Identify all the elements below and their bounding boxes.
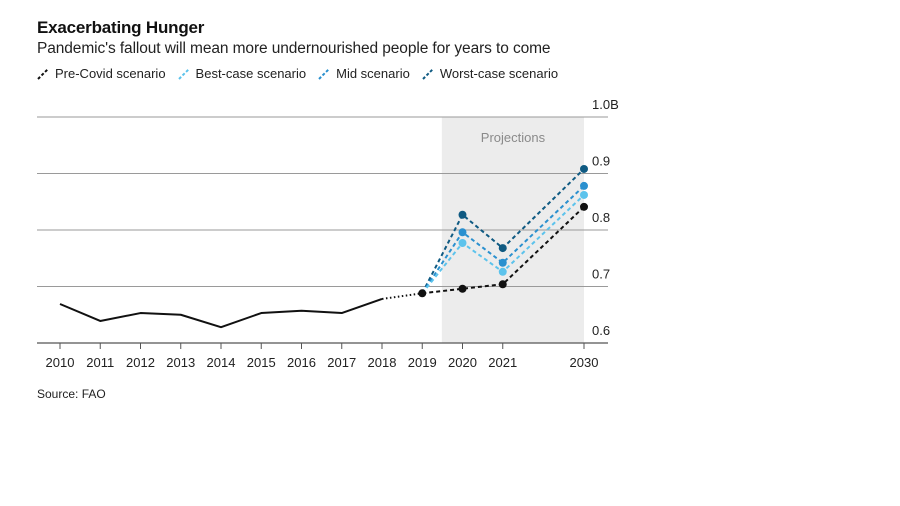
legend-swatch-worst-case-icon <box>422 67 434 80</box>
legend: Pre-Covid scenario Best-case scenario Mi… <box>37 66 558 81</box>
legend-label: Mid scenario <box>336 66 410 81</box>
x-tick-label: 2030 <box>570 355 599 370</box>
data-point-pre-covid <box>458 284 467 293</box>
legend-swatch-best-case-icon <box>177 67 190 80</box>
series-line-worst-case <box>421 168 585 294</box>
x-tick-label: 2021 <box>488 355 517 370</box>
projection-label: Projections <box>481 130 546 145</box>
legend-item-worst-case: Worst-case scenario <box>422 66 558 81</box>
legend-label: Best-case scenario <box>195 66 307 81</box>
x-tick-label: 2016 <box>287 355 316 370</box>
x-tick-label: 2014 <box>207 355 236 370</box>
chart-title: Exacerbating Hunger <box>37 18 205 37</box>
data-point-pre-covid <box>418 289 427 298</box>
x-tick-label: 2010 <box>46 355 75 370</box>
data-point-mid <box>580 181 588 190</box>
series-line-mid <box>421 185 585 294</box>
data-point-best-case <box>458 238 467 247</box>
data-point-best-case <box>580 190 588 199</box>
legend-label: Pre-Covid scenario <box>55 66 166 81</box>
legend-swatch-mid-icon <box>318 67 330 80</box>
series-line-best-case <box>421 194 585 294</box>
x-tick-label: 2019 <box>408 355 437 370</box>
y-tick-label: 0.8 <box>592 210 610 225</box>
x-tick-label: 2015 <box>247 355 276 370</box>
x-tick-label: 2013 <box>166 355 195 370</box>
data-point-pre-covid <box>498 280 507 289</box>
data-point-pre-covid <box>580 202 588 211</box>
data-point-worst-case <box>580 164 588 173</box>
data-point-worst-case <box>458 210 467 219</box>
y-tick-label: 0.9 <box>592 154 610 169</box>
data-point-worst-case <box>498 244 507 253</box>
data-point-mid <box>458 228 467 237</box>
legend-item-best-case: Best-case scenario <box>177 66 307 81</box>
x-tick-label: 2011 <box>86 355 114 370</box>
legend-item-mid: Mid scenario <box>318 66 410 81</box>
legend-item-pre-covid: Pre-Covid scenario <box>37 66 166 81</box>
historical-line <box>59 297 383 329</box>
source-note: Source: FAO <box>37 387 106 401</box>
data-point-best-case <box>498 267 507 276</box>
data-point-mid <box>498 258 507 267</box>
x-tick-label: 2020 <box>448 355 477 370</box>
chart-subtitle: Pandemic's fallout will mean more undern… <box>37 40 551 57</box>
y-tick-label: 0.6 <box>592 323 610 338</box>
bridge-line <box>381 292 423 300</box>
legend-label: Worst-case scenario <box>439 66 559 81</box>
x-tick-label: 2018 <box>368 355 397 370</box>
x-tick-label: 2012 <box>126 355 155 370</box>
y-tick-label: 1.0B <box>592 97 619 112</box>
legend-swatch-pre-covid-icon <box>37 67 49 80</box>
y-tick-label: 0.7 <box>592 267 610 282</box>
x-tick-label: 2017 <box>327 355 356 370</box>
